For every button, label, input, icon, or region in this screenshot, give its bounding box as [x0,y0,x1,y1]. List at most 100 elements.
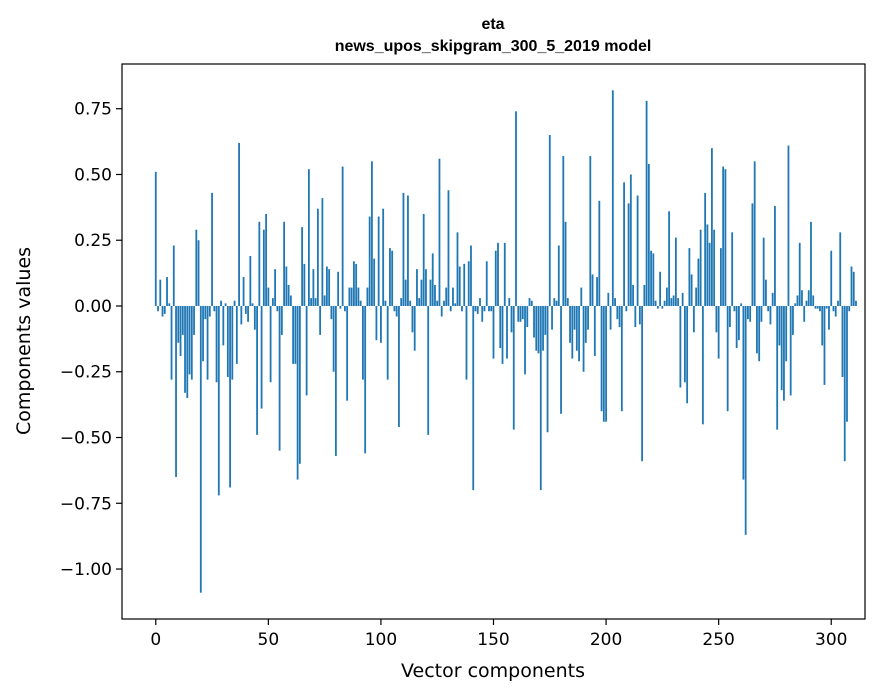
bar-188 [578,305,580,362]
bar-311 [855,300,857,306]
bar-61 [292,305,295,364]
bar-246 [708,242,711,306]
bar-68 [307,169,310,306]
bar-187 [575,305,578,351]
bar-139 [467,261,470,306]
bar-165 [526,305,529,328]
bar-104 [389,248,391,306]
bar-74 [321,198,324,306]
bar-90 [357,287,360,306]
bar-179 [557,245,560,306]
bar-299 [828,305,830,330]
bar-152 [497,242,499,306]
bar-117 [418,298,421,306]
bar-84 [344,305,346,312]
bar-208 [623,182,625,306]
bar-144 [479,298,481,306]
bar-282 [789,305,792,396]
bar-153 [499,305,502,349]
x-axis-label: Vector components [401,660,585,682]
bar-173 [544,305,547,335]
bar-25 [211,192,213,306]
bar-159 [512,305,515,430]
x-tick-label: 250 [702,630,734,650]
bar-295 [819,305,821,312]
bar-46 [258,221,261,306]
bar-239 [692,305,695,333]
bar-64 [298,305,301,464]
bar-206 [618,305,621,328]
bar-244 [704,192,707,306]
bar-99 [377,216,380,306]
bar-231 [674,237,677,306]
bar-192 [587,305,589,330]
bar-256 [731,232,734,306]
bar-22 [204,305,207,320]
y-tick-label: −0.25 [60,363,112,383]
x-tick-label: 0 [150,630,161,650]
bar-268 [758,305,761,362]
bar-264 [749,305,752,322]
bar-285 [796,295,799,306]
bar-288 [803,305,806,322]
bar-10 [177,305,180,343]
bar-289 [805,300,808,306]
bar-154 [501,305,504,364]
bar-77 [328,269,331,306]
bar-270 [762,237,765,306]
bar-34 [231,305,234,380]
bar-155 [503,242,506,306]
bar-2 [159,279,162,306]
bar-92 [362,305,364,380]
bar-205 [616,305,619,320]
bar-15 [188,305,191,375]
bar-166 [528,298,531,306]
bar-185 [571,305,574,359]
bar-107 [395,305,398,317]
bar-78 [330,305,333,320]
bar-135 [458,266,461,306]
bar-223 [656,305,659,309]
bar-38 [240,305,243,325]
bar-118 [420,279,423,306]
bar-53 [274,269,276,306]
bar-134 [456,232,459,306]
bar-37 [238,142,240,306]
bar-161 [517,305,520,322]
bar-101 [382,208,385,306]
bar-27 [215,305,218,383]
bar-156 [506,305,508,359]
bar-273 [769,305,772,325]
bar-297 [823,305,826,385]
bar-248 [713,229,716,306]
bar-49 [265,213,267,306]
bar-1 [157,305,159,312]
bar-186 [573,305,576,330]
bar-236 [686,305,689,404]
bar-55 [278,305,281,451]
bar-146 [483,305,486,312]
bar-296 [821,305,824,346]
bar-218 [645,100,648,306]
bar-20 [199,305,202,593]
bar-103 [386,305,389,380]
bar-302 [834,305,837,317]
bar-307 [846,305,848,422]
bar-276 [776,305,779,430]
bar-138 [465,305,468,380]
bar-176 [551,305,553,330]
bar-190 [582,305,585,372]
bar-97 [373,258,376,306]
bar-220 [650,250,653,306]
bar-140 [470,245,472,306]
bar-44 [253,305,256,330]
bar-73 [319,305,322,335]
bar-227 [665,287,668,306]
chart-titles: eta news_upos_skipgram_300_5_2019 model [335,16,652,55]
bar-233 [679,305,682,388]
bar-19 [197,240,200,306]
bar-80 [334,305,337,456]
bar-160 [515,111,517,306]
bar-81 [337,271,340,306]
